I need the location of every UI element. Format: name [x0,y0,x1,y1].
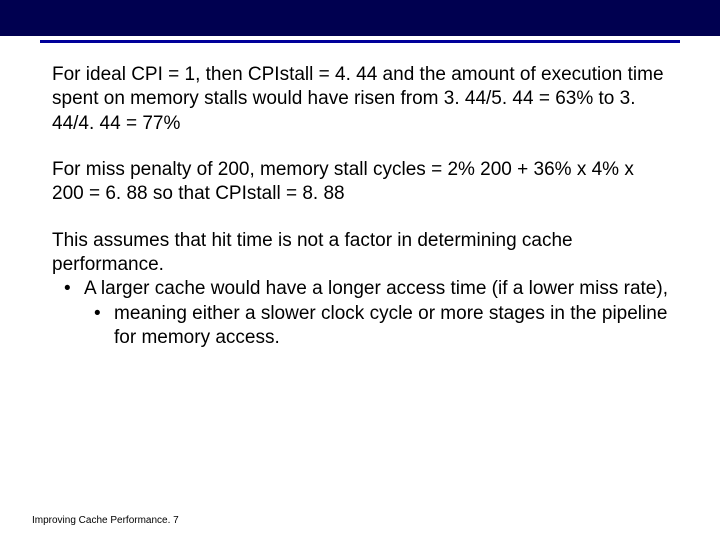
bullet-text-1: A larger cache would have a longer acces… [84,277,668,301]
bullet-icon: • [94,302,114,326]
paragraph-3-intro: This assumes that hit time is not a fact… [52,229,668,278]
slide-content: For ideal CPI = 1, then CPIstall = 4. 44… [0,43,720,350]
bullet-text-2: meaning either a slower clock cycle or m… [114,302,668,351]
footer-text: Improving Cache Performance. 7 [32,515,179,526]
list-item: • meaning either a slower clock cycle or… [52,302,668,351]
paragraph-1: For ideal CPI = 1, then CPIstall = 4. 44… [52,63,668,136]
list-item: • A larger cache would have a longer acc… [52,277,668,301]
paragraph-3-block: This assumes that hit time is not a fact… [52,229,668,351]
bullet-icon: • [64,277,84,301]
paragraph-2: For miss penalty of 200, memory stall cy… [52,158,668,207]
title-bar [0,0,720,36]
